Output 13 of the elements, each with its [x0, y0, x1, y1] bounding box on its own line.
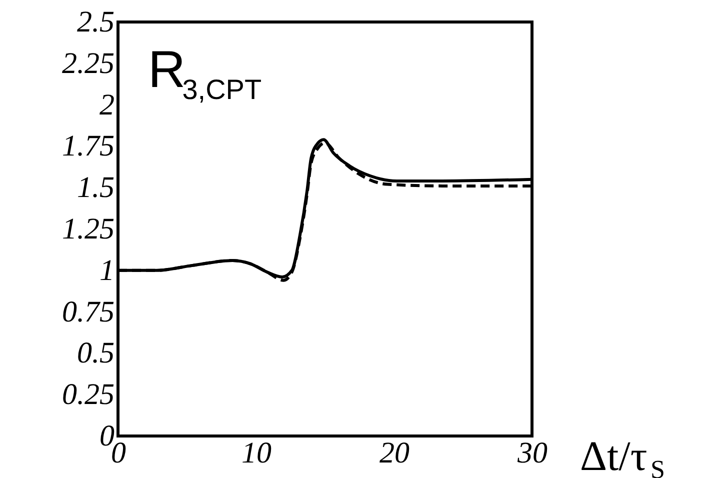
- y-tick-label: 1.5: [77, 171, 114, 204]
- y-tick-label: 2.25: [62, 46, 114, 80]
- y-tick-label: 0.25: [62, 378, 114, 412]
- y-tick-label: 1: [100, 254, 114, 287]
- y-tick-label: 1.75: [62, 130, 114, 163]
- y-tick-label: 1.25: [62, 212, 114, 246]
- y-tick-label: 2.5: [77, 6, 114, 38]
- x-tick-label: 20: [380, 436, 410, 470]
- x-tick-label: 30: [516, 436, 548, 470]
- y-tick-label: 2: [100, 88, 114, 122]
- y-tick-label: 0.5: [77, 336, 114, 370]
- y-tick-label: 0.75: [62, 295, 114, 328]
- x-tick-label: 10: [242, 436, 272, 470]
